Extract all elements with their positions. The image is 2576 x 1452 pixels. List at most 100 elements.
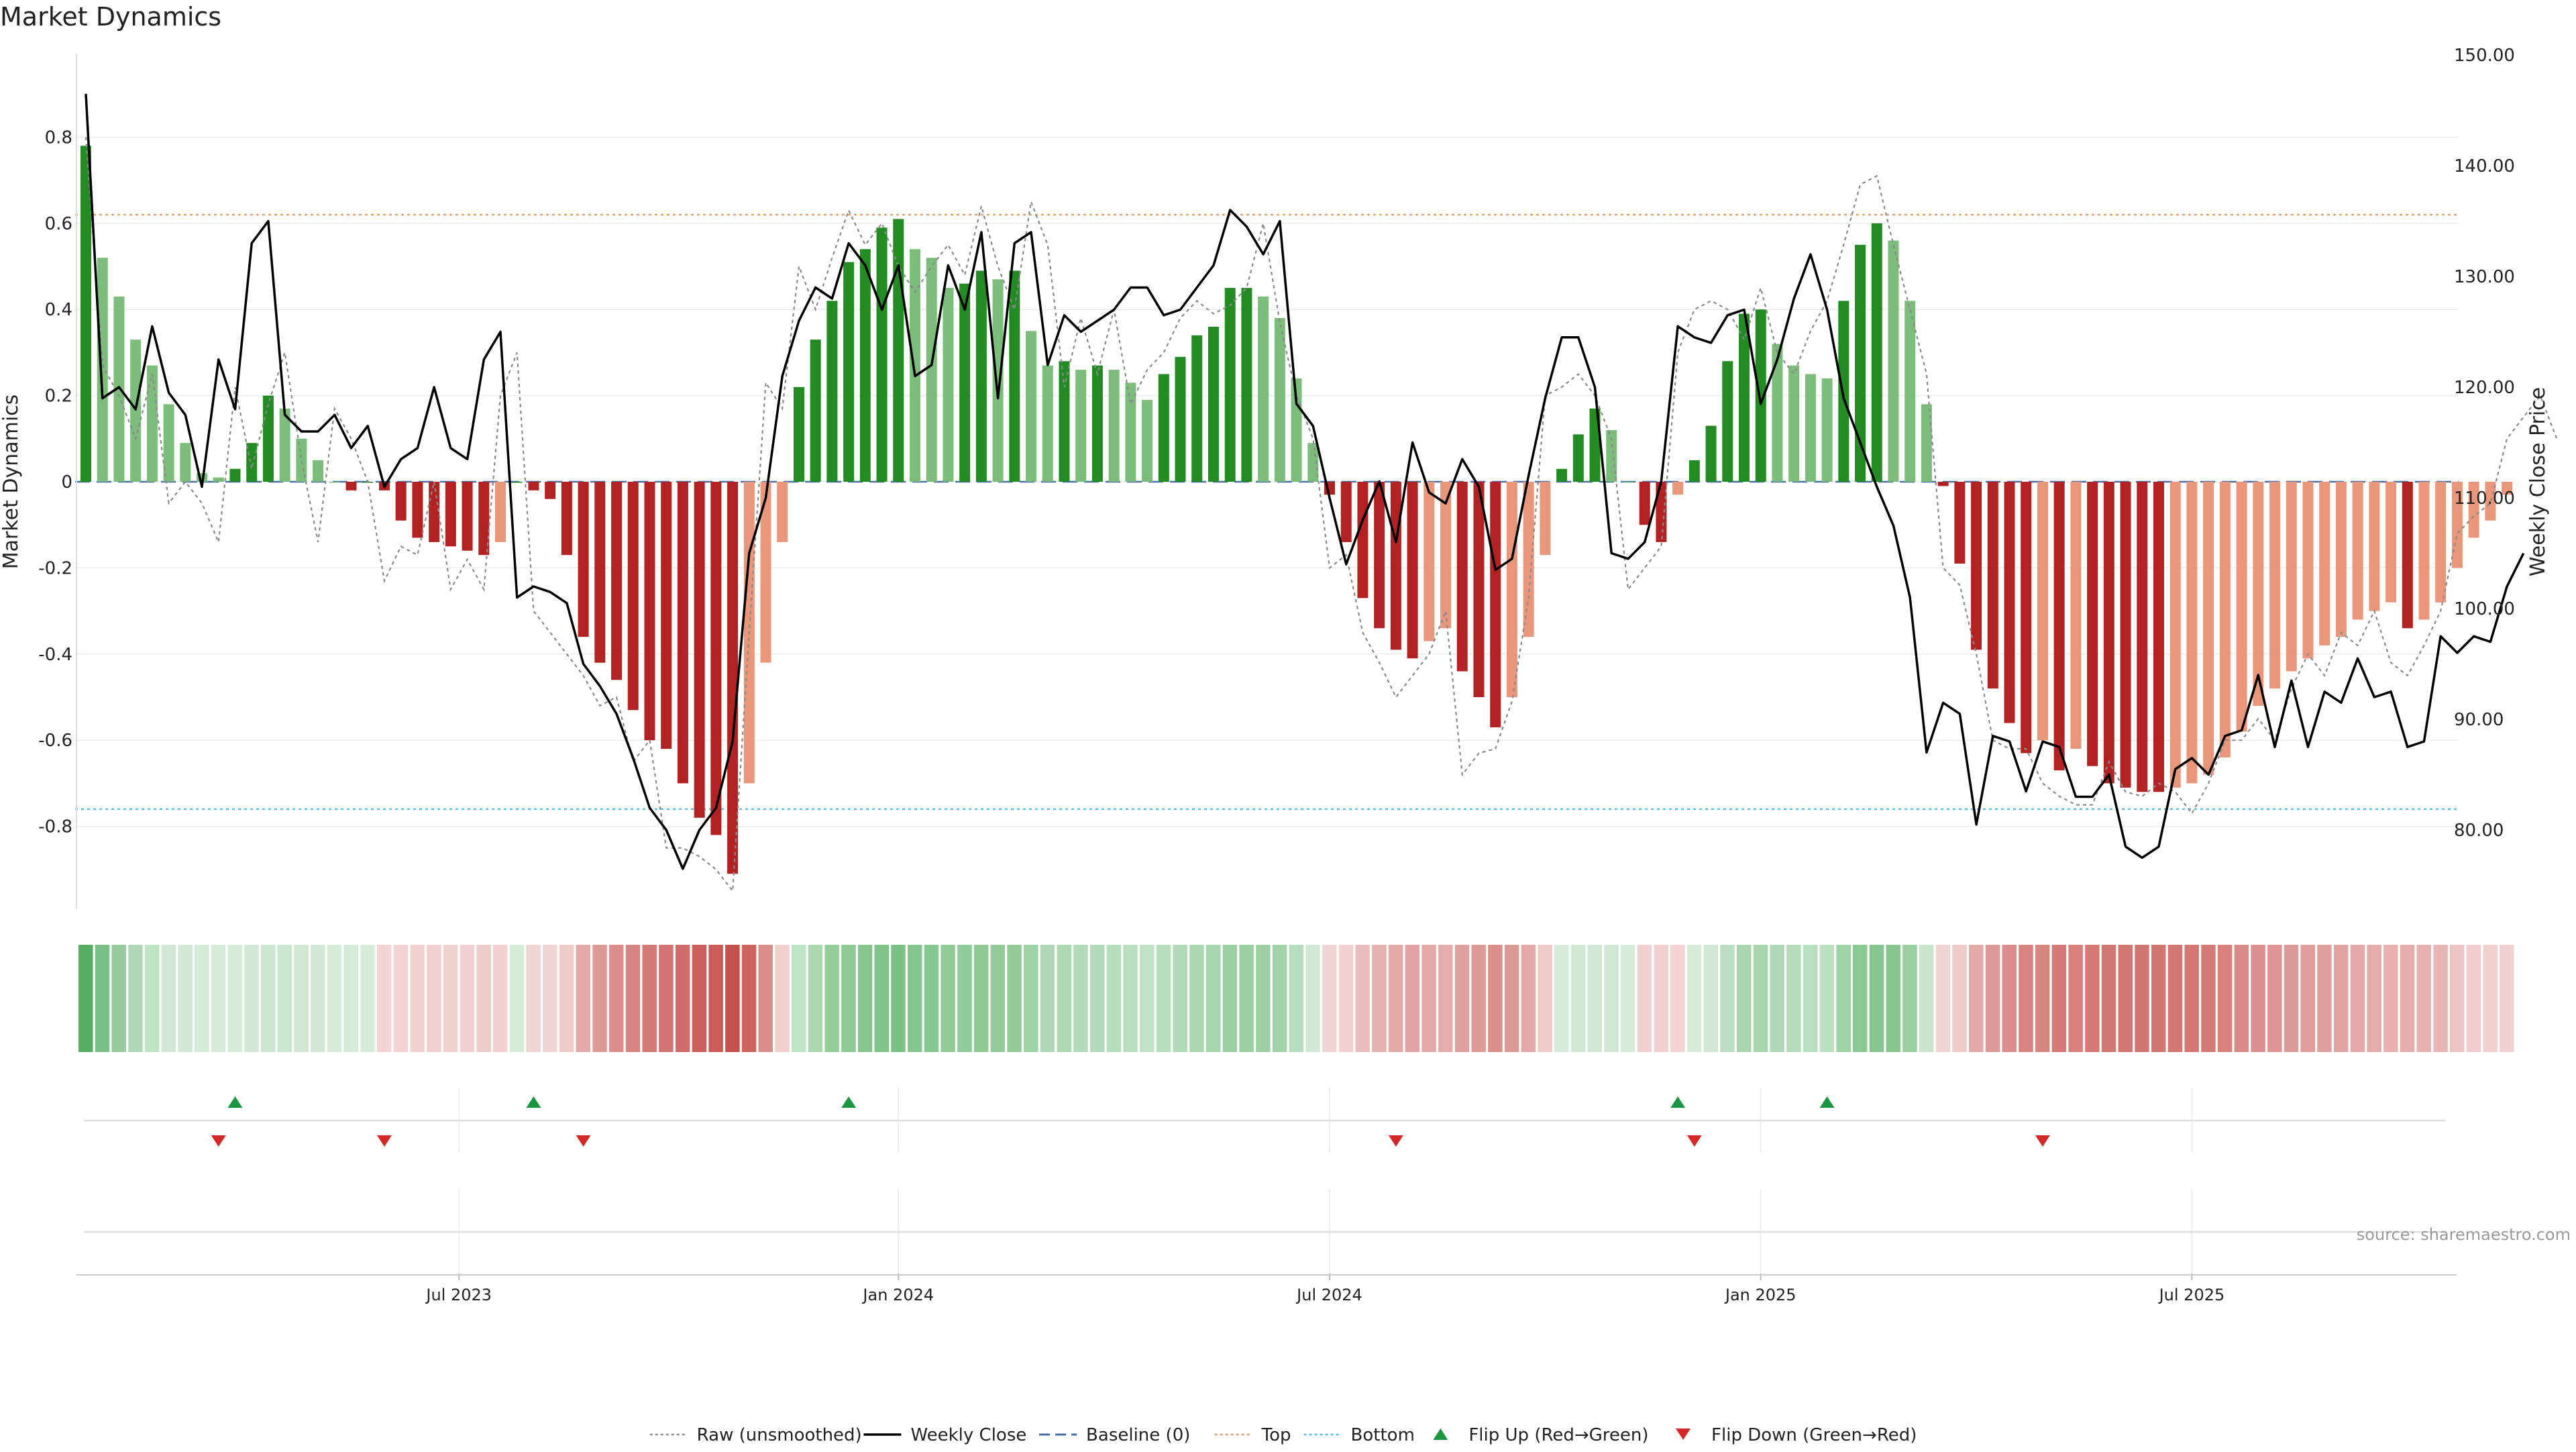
heat-strip-cell (2483, 945, 2498, 1052)
heat-strip-cell (2035, 945, 2050, 1052)
heat-strip-cell (2251, 945, 2265, 1052)
heat-strip-cell (1869, 945, 1884, 1052)
dynamics-bar (1954, 482, 1966, 564)
heat-strip-cell (2383, 945, 2398, 1052)
heat-strip-cell (1604, 945, 1619, 1052)
dynamics-bar (760, 482, 771, 663)
heat-strip-cell (1173, 945, 1188, 1052)
dynamics-bar (511, 482, 523, 483)
heat-strip-cell (576, 945, 591, 1052)
dynamics-bar (1307, 443, 1319, 482)
heat-strip-cell (1670, 945, 1685, 1052)
heat-strip-cell (1024, 945, 1038, 1052)
dynamics-bar (926, 258, 937, 482)
dynamics-bar (1921, 404, 1932, 482)
y-right-tick-label: 130.00 (2454, 267, 2515, 287)
y-left-tick-label: 0.8 (45, 127, 72, 148)
dynamics-bar (2203, 482, 2214, 775)
dynamics-bar (561, 482, 572, 556)
heat-strip-cell (1819, 945, 1835, 1052)
empty-panel (84, 1189, 2445, 1274)
heat-strip-cell (195, 945, 209, 1052)
dynamics-bar (495, 482, 506, 542)
heat-strip-cell (1372, 945, 1387, 1052)
heat-strip-cell (808, 945, 823, 1052)
dynamics-bar (329, 482, 340, 483)
heat-strip-cell (493, 945, 508, 1052)
dynamics-bar (793, 386, 804, 482)
y-right-tick-label: 120.00 (2454, 378, 2515, 398)
legend: Raw (unsmoothed) Weekly Close Baseline (0)… (649, 1425, 1917, 1445)
dynamics-bar (130, 340, 142, 482)
dynamics-bar (345, 482, 357, 490)
dynamics-bar (2435, 482, 2447, 603)
x-tick-label: Jul 2023 (425, 1286, 492, 1304)
flip-down-marker (576, 1135, 591, 1147)
heat-strip-cell (2151, 945, 2166, 1052)
heat-strip-cell (1355, 945, 1370, 1052)
flip-up-marker (841, 1096, 857, 1108)
y-left-tick-label: 0.6 (45, 214, 72, 234)
x-tick-label: Jan 2025 (1724, 1286, 1796, 1304)
dynamics-bar (1357, 482, 1368, 599)
heat-strip-cell (1289, 945, 1304, 1052)
dynamics-bar (2402, 482, 2413, 629)
heat-strip-cell (1123, 945, 1138, 1052)
heat-strip-cell (2234, 945, 2249, 1052)
dynamics-bar (627, 482, 639, 711)
y-right-tick-label: 100.00 (2454, 599, 2515, 619)
dynamics-bar (2468, 482, 2479, 538)
dynamics-bar (1091, 365, 1103, 482)
dynamics-bar (2502, 482, 2513, 495)
heat-strip-cell (941, 945, 955, 1052)
dynamics-bar (1523, 482, 1534, 637)
dynamics-bar (2186, 482, 2198, 784)
heat-strip-cell (476, 945, 491, 1052)
dynamics-bar (826, 301, 838, 482)
dynamics-bar (1805, 374, 1816, 482)
heat-strip-cell (1205, 945, 1221, 1052)
dynamics-bar (2369, 482, 2380, 611)
dynamics-bar (1407, 482, 1418, 659)
dynamics-bar (1191, 335, 1203, 482)
heat-strip-cell (2400, 945, 2415, 1052)
dynamics-bar (1688, 460, 1700, 482)
dynamics-bar (1108, 370, 1120, 482)
dynamics-bar (2385, 482, 2397, 603)
dynamics-bar (594, 482, 606, 663)
heat-strip-cell (410, 945, 425, 1052)
heat-strip-cell (1753, 945, 1768, 1052)
legend-item: Bottom (1303, 1425, 1415, 1445)
heat-strip-cell (2416, 945, 2432, 1052)
heat-strip-cell (343, 945, 359, 1052)
heat-strip-cell (1256, 945, 1271, 1052)
legend-item: Raw (unsmoothed) (649, 1425, 862, 1445)
legend-item: Top (1214, 1425, 1291, 1445)
heat-strip-cell (1620, 945, 1635, 1052)
heat-strip-cell (78, 945, 93, 1052)
heat-strip-cell (2367, 945, 2381, 1052)
heat-strip-cell (2002, 945, 2017, 1052)
legend-item: Baseline (0) (1039, 1425, 1190, 1445)
dynamics-bars (80, 146, 2513, 874)
heat-strip-cell (1073, 945, 1088, 1052)
dynamics-bar (1042, 365, 1053, 482)
legend-label: Flip Up (Red→Green) (1468, 1425, 1648, 1445)
dynamics-bar (959, 283, 971, 482)
heat-strip-cell (1770, 945, 1784, 1052)
y-right-tick-label: 150.00 (2454, 46, 2515, 66)
heat-strip-cell (227, 945, 242, 1052)
dynamics-bar (1622, 482, 1633, 483)
heat-strip-cell (1521, 945, 1536, 1052)
dynamics-bar (2269, 482, 2281, 689)
heat-strip-cell (1686, 945, 1702, 1052)
heat-strip-cell (2466, 945, 2481, 1052)
dynamics-bar (163, 404, 174, 482)
legend-item: Weekly Close (863, 1425, 1026, 1445)
heat-strip-cell (327, 945, 342, 1052)
heat-strip-cell (1338, 945, 1354, 1052)
heat-strip-cell (1057, 945, 1071, 1052)
flip-markers-panel (84, 1088, 2445, 1153)
chart-title: Market Dynamics (0, 2, 221, 32)
dynamics-bar (910, 249, 920, 482)
